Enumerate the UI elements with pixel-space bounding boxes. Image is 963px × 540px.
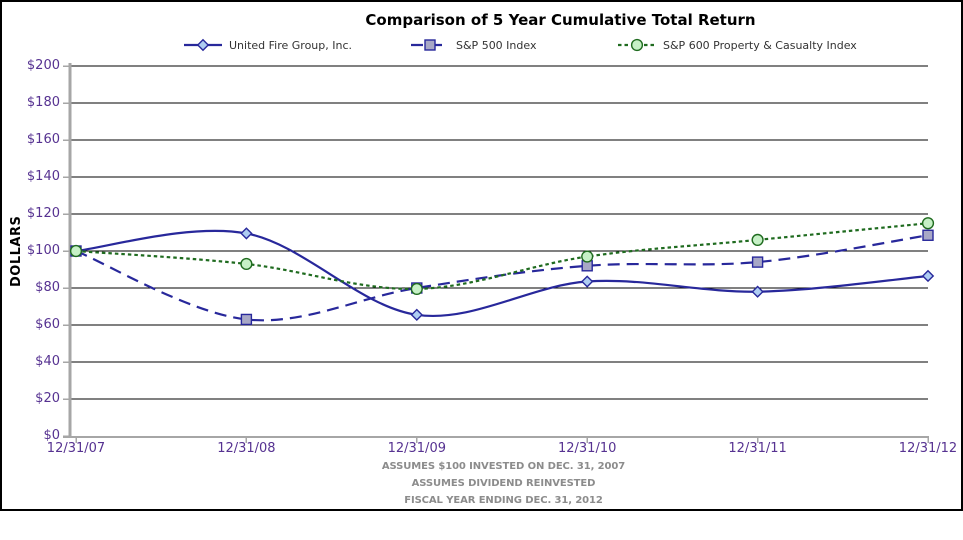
- circle-marker: [630, 38, 644, 52]
- circle-marker: [69, 244, 83, 258]
- x-tick-label: 12/31/10: [557, 441, 617, 456]
- y-tick-label: $80: [35, 280, 60, 295]
- legend-item: S&P 600 Property & Casualty Index: [617, 37, 857, 53]
- circle-marker: [240, 257, 253, 271]
- chart-title: Comparison of 5 Year Cumulative Total Re…: [365, 11, 756, 29]
- diamond-marker: [196, 38, 210, 52]
- series-line: [75, 222, 929, 291]
- footnote-line-2: ASSUMES DIVIDEND REINVESTED: [411, 478, 596, 489]
- series-line: [75, 229, 929, 317]
- series-line: [75, 234, 929, 322]
- x-tick-label: 12/31/12: [898, 441, 958, 456]
- diamond-marker: [410, 308, 423, 322]
- legend-label: S&P 500 Index: [456, 38, 537, 52]
- circle-marker: [410, 282, 423, 296]
- legend-line-sample: [411, 39, 449, 51]
- x-tick-label: 12/31/09: [387, 441, 446, 456]
- footnote-line-1: ASSUMES $100 INVESTED ON DEC. 31, 2007: [381, 461, 626, 472]
- y-tick-label: $40: [35, 354, 60, 369]
- circle-marker: [581, 250, 594, 263]
- x-tick-label: 12/31/07: [46, 441, 106, 456]
- diamond-marker: [581, 275, 594, 288]
- legend-item: S&P 500 Index: [410, 37, 536, 53]
- square-marker: [424, 39, 436, 51]
- legend-item: United Fire Group, Inc.: [183, 37, 352, 53]
- x-tick-label: 12/31/08: [217, 441, 276, 456]
- y-tick-label: $60: [35, 317, 60, 332]
- y-tick-label: $20: [35, 391, 60, 406]
- footnote-block: ASSUMES $100 INVESTED ON DEC. 31, 2007 A…: [22, 458, 963, 509]
- y-tick-label: $180: [26, 95, 60, 110]
- square-marker: [240, 313, 253, 326]
- y-tick-label: $0: [43, 428, 60, 443]
- diamond-marker: [921, 269, 935, 283]
- legend-label: S&P 600 Property & Casualty Index: [663, 38, 857, 52]
- diamond-marker: [751, 285, 764, 298]
- y-tick-label: $200: [26, 58, 60, 73]
- legend-label: United Fire Group, Inc.: [229, 38, 353, 52]
- square-marker: [922, 229, 934, 241]
- footnote-line-3: FISCAL YEAR ENDING DEC. 31, 2012: [404, 495, 603, 506]
- circle-marker: [751, 233, 764, 247]
- y-tick-label: $160: [26, 132, 60, 147]
- y-tick-label: $100: [26, 243, 60, 258]
- diamond-marker: [240, 227, 253, 240]
- square-marker: [751, 256, 764, 268]
- y-tick-label: $120: [26, 206, 60, 221]
- legend-line-sample: [618, 38, 656, 52]
- legend-line-sample: [184, 38, 222, 52]
- y-tick-label: $140: [26, 169, 60, 184]
- x-tick-label: 12/31/11: [728, 441, 787, 456]
- circle-marker: [921, 217, 935, 230]
